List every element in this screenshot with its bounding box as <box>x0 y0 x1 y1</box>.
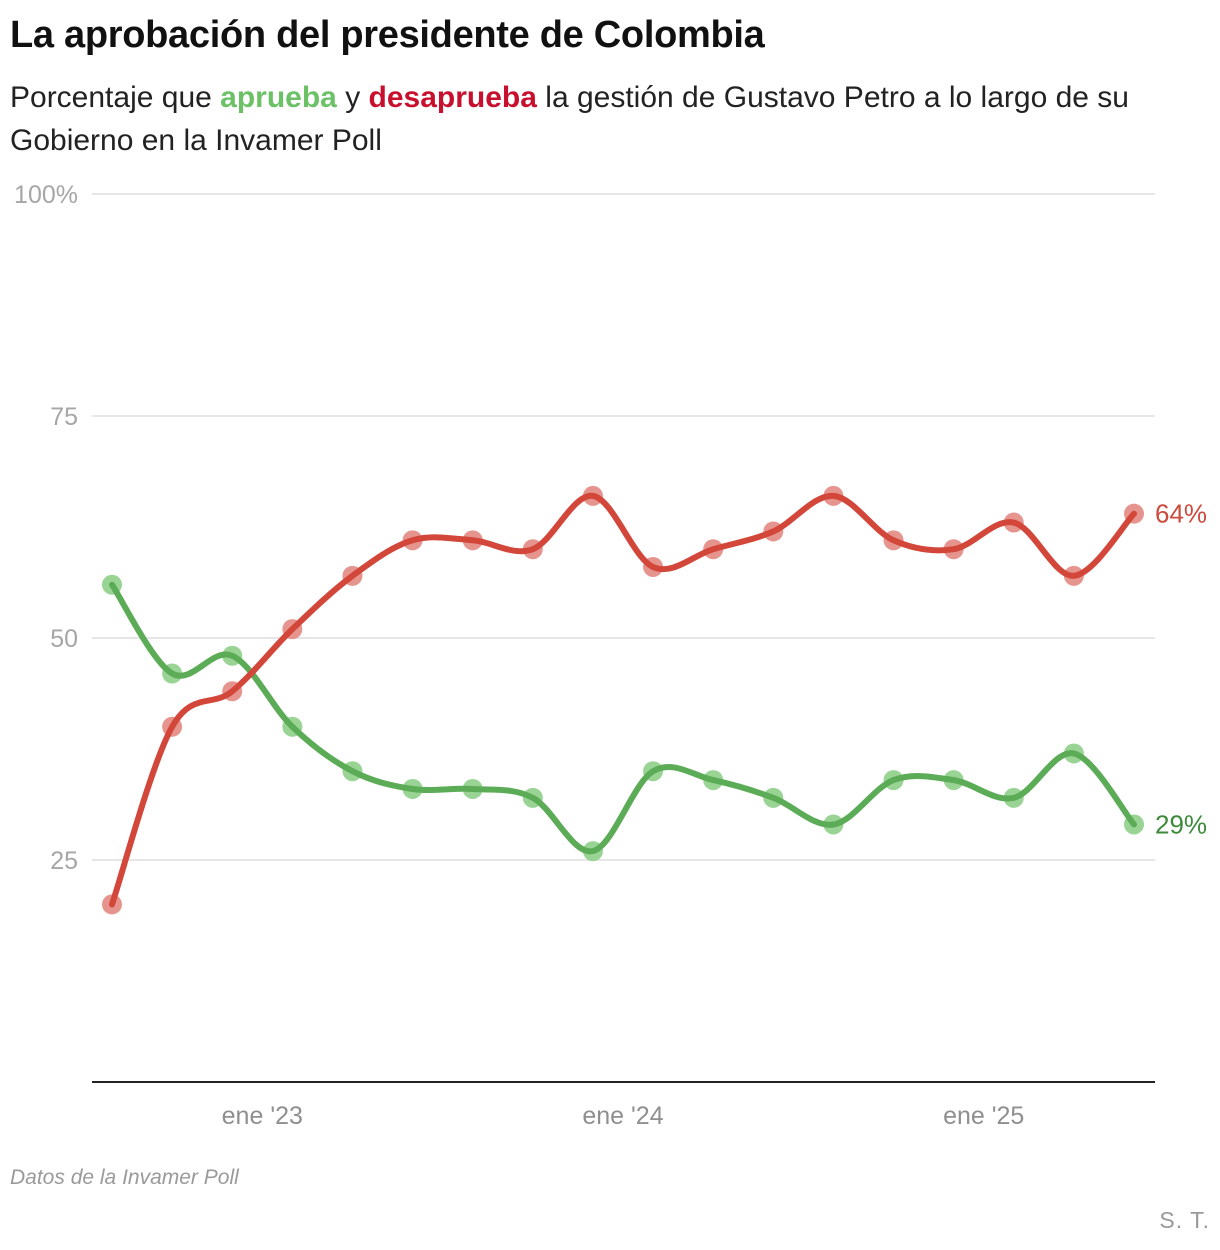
gridlines <box>92 193 1155 861</box>
y-tick-label-75: 75 <box>50 403 78 431</box>
subtitle-prefix: Porcentaje que <box>10 81 221 114</box>
legend-disapprove-keyword: desaprueba <box>368 81 537 114</box>
series-aprueba <box>102 574 1144 862</box>
series-line-aprueba <box>109 581 1137 855</box>
end-label-aprueba: 29% <box>1155 809 1207 839</box>
series-desaprueba <box>102 485 1144 915</box>
subtitle-middle: y <box>336 81 369 114</box>
subtitle-suffix: la gestión de Gustavo Petro a lo largo d… <box>10 81 1129 157</box>
x-tick-label: ene '23 <box>222 1102 303 1130</box>
legend-approve-keyword: aprueba <box>220 81 337 114</box>
chart-title: La aprobación del presidente de Colombia <box>10 14 765 56</box>
chart-subtitle: Porcentaje que aprueba y desaprueba la g… <box>10 76 1210 162</box>
y-tick-label-50: 50 <box>50 625 78 653</box>
axes: 25 50 75 100% ene '23 ene '24 ene '25 <box>14 181 1155 1130</box>
x-tick-label: ene '25 <box>943 1102 1024 1130</box>
x-tick-label: ene '24 <box>582 1102 663 1130</box>
series <box>102 485 1144 915</box>
source-note: Datos de la Invamer Poll <box>10 1166 239 1189</box>
author-credit: S. T. <box>1159 1207 1210 1233</box>
series-line-desaprueba <box>109 492 1137 908</box>
end-label-desaprueba: 64% <box>1155 499 1207 529</box>
y-tick-label-25: 25 <box>50 847 78 875</box>
y-tick-label-100: 100% <box>14 181 78 209</box>
end-labels: 29% 64% <box>1155 499 1207 840</box>
